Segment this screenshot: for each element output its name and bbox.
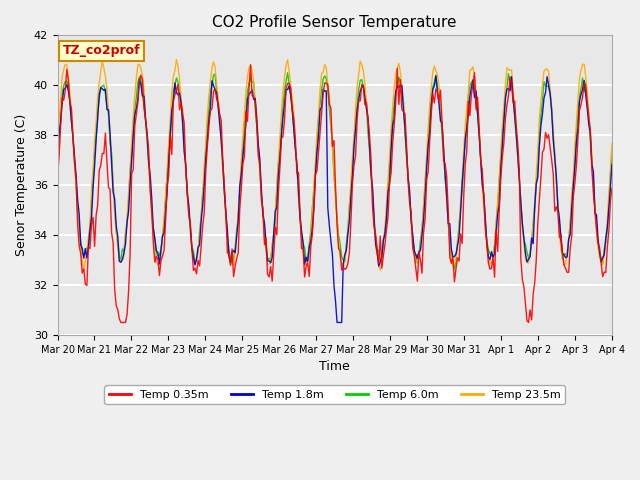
Text: TZ_co2prof: TZ_co2prof [63, 44, 141, 57]
X-axis label: Time: Time [319, 360, 350, 373]
Y-axis label: Senor Temperature (C): Senor Temperature (C) [15, 114, 28, 256]
Title: CO2 Profile Sensor Temperature: CO2 Profile Sensor Temperature [212, 15, 457, 30]
Legend: Temp 0.35m, Temp 1.8m, Temp 6.0m, Temp 23.5m: Temp 0.35m, Temp 1.8m, Temp 6.0m, Temp 2… [104, 385, 565, 404]
